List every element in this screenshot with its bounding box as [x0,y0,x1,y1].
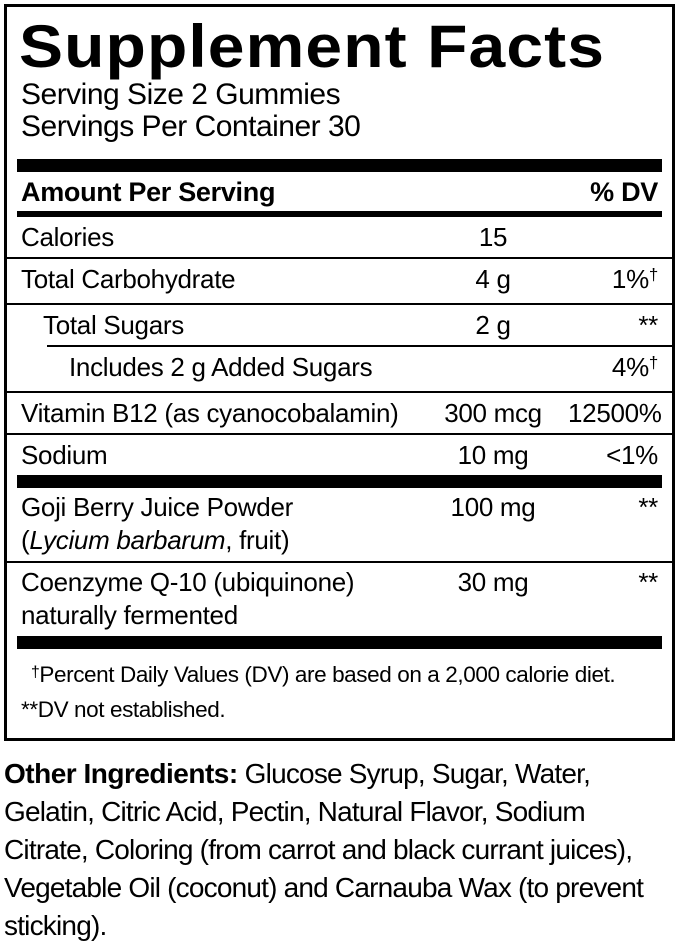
nutrient-name: Total Sugars [43,310,184,340]
ingredient-name: Goji Berry Juice Powder (Lycium barbarum… [21,491,418,557]
dagger-footnote-mark: † [648,265,658,285]
latin-name-open: ( [21,525,30,555]
row-coenzyme-q10: Coenzyme Q-10 (ubiquinone) naturally fer… [7,561,672,636]
asterisk-footnote-mark: ** [21,697,38,722]
footnotes: †Percent Daily Values (DV) are based on … [7,649,672,738]
separator-bar-thick [17,475,662,488]
row-added-sugars: Includes 2 g Added Sugars 4%† [47,345,672,391]
ingredient-amount: 100 mg [450,492,536,522]
ingredient-name-line1: Goji Berry Juice Powder [21,492,293,522]
other-ingredients-label: Other Ingredients: [4,758,238,789]
separator-bar-medium [17,211,662,217]
supplement-facts-panel: Supplement Facts Serving Size 2 Gummies … [4,4,675,741]
serving-info: Serving Size 2 Gummies Servings Per Cont… [7,79,672,143]
nutrient-amount: 300 mcg [444,398,542,428]
footnote-text: Percent Daily Values (DV) are based on a… [39,662,616,687]
percent-dv-header: % DV [590,177,658,207]
ingredient-dv: ** [568,566,658,599]
dv-value: ** [638,310,658,340]
nutrient-name: Total Carbohydrate [21,264,236,294]
dv-value: 4% [611,352,649,382]
nutrient-amount: 10 mg [457,440,529,470]
row-vitamin-b12: Vitamin B12 (as cyanocobalamin) 300 mcg … [7,391,672,433]
panel-title: Supplement Facts [7,7,672,79]
dv-value: ** [638,492,658,522]
row-total-carbohydrate: Total Carbohydrate 4 g 1%† [7,257,672,303]
nutrient-name: Sodium [21,440,108,470]
latin-name: Lycium barbarum [29,525,226,555]
separator-bar-thick [17,636,662,649]
latin-name-close: , fruit) [225,525,290,555]
dagger-footnote-mark: † [31,663,40,681]
nutrient-dv: 12500% [568,393,662,433]
nutrient-name: Vitamin B12 (as cyanocobalamin) [21,398,399,428]
nutrient-amount: 15 [478,222,508,252]
dv-value: 1% [611,264,649,294]
nutrient-dv: 1%† [568,259,658,303]
row-sodium: Sodium 10 mg <1% [7,433,672,475]
dv-value: <1% [606,440,658,470]
ingredient-name: Coenzyme Q-10 (ubiquinone) naturally fer… [21,566,418,632]
dv-value: ** [638,567,658,597]
ingredient-name-line1: Coenzyme Q-10 (ubiquinone) [21,567,355,597]
amount-per-serving-header: Amount Per Serving [21,177,276,207]
nutrient-dv: 4%† [568,347,658,391]
servings-per-container: Servings Per Container 30 [21,110,361,143]
row-goji-berry-juice-powder: Goji Berry Juice Powder (Lycium barbarum… [7,488,672,561]
ingredient-name-line2: naturally fermented [21,600,238,630]
nutrient-amount: 4 g [475,264,511,294]
separator-bar-thick [17,159,662,172]
dagger-footnote-mark: † [648,353,658,373]
serving-size: Serving Size 2 Gummies [21,78,341,111]
supplement-label-page: Supplement Facts Serving Size 2 Gummies … [0,4,679,945]
dv-value: 12500% [568,398,662,428]
other-ingredients-paragraph: Other Ingredients: Glucose Syrup, Sugar,… [4,755,675,945]
row-calories: Calories 15 [7,217,672,257]
nutrient-dv: ** [568,305,658,345]
nutrient-name: Includes 2 g Added Sugars [69,352,373,382]
other-ingredients-text: Glucose Syrup, Sugar, Water, Gelatin, Ci… [4,758,644,941]
panel-title-text: Supplement Facts [19,13,606,80]
footnote-dv-not-established: **DV not established. [21,694,658,726]
row-total-sugars: Total Sugars 2 g ** [7,303,672,345]
footnote-text: DV not established. [37,697,226,722]
nutrient-amount: 2 g [475,310,511,340]
ingredient-name-line2: (Lycium barbarum, fruit) [21,525,290,555]
ingredient-dv: ** [568,491,658,524]
footnote-daily-values: †Percent Daily Values (DV) are based on … [21,659,658,694]
ingredient-amount: 30 mg [457,567,529,597]
nutrient-dv: <1% [568,435,658,475]
nutrient-name: Calories [21,222,114,252]
column-header-row: Amount Per Serving % DV [7,172,672,211]
